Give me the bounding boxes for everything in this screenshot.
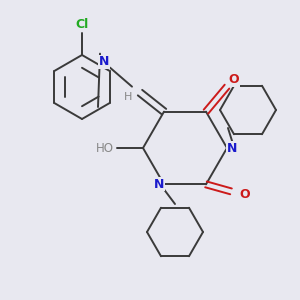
Text: HO: HO [96, 142, 114, 154]
Text: O: O [240, 188, 250, 201]
Text: N: N [154, 178, 164, 191]
Text: Cl: Cl [75, 19, 88, 32]
Text: N: N [227, 142, 237, 154]
Text: H: H [124, 92, 132, 102]
Text: O: O [229, 73, 239, 86]
Text: N: N [99, 55, 109, 68]
